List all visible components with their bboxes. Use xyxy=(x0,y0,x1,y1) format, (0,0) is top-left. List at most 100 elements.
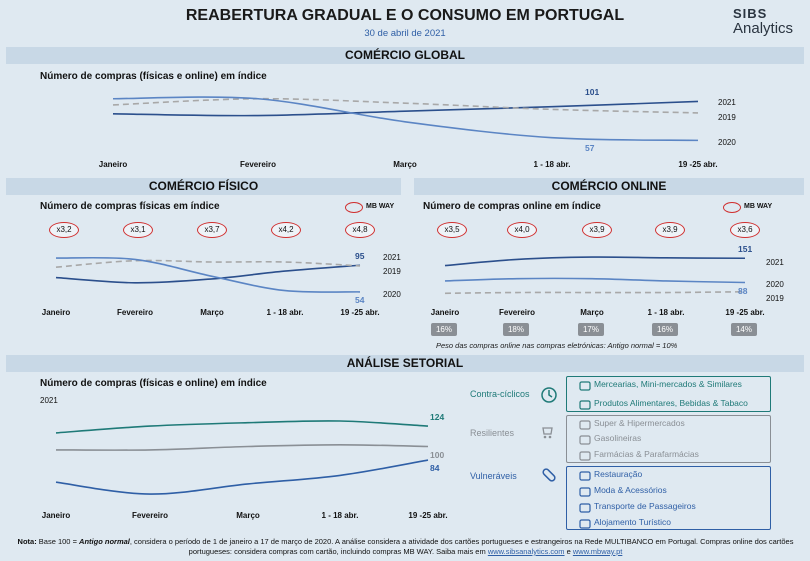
legend-online-2020: 2020 xyxy=(766,280,784,289)
x-tick-label: Março xyxy=(236,511,260,520)
setorial-year: 2021 xyxy=(40,396,58,405)
series-line-2020 xyxy=(444,277,746,284)
section-setorial-header: ANÁLISE SETORIAL xyxy=(6,355,804,372)
sector-item-icon xyxy=(579,451,591,461)
fisico-subtitle: Número de compras físicas em índice xyxy=(40,201,220,212)
data-label: 84 xyxy=(430,463,440,474)
series-line-2021 xyxy=(112,100,699,117)
x-tick-label: 19 -25 abr. xyxy=(340,308,380,317)
mbway-marker xyxy=(345,202,363,213)
x-tick-label: Janeiro xyxy=(41,308,71,317)
sector-item: Super & Hipermercados xyxy=(594,418,685,428)
sector-item: Restauração xyxy=(594,469,643,479)
online-share-badge: 18% xyxy=(503,323,529,336)
series-line-2020 xyxy=(55,256,361,293)
report-date: 30 de abril de 2021 xyxy=(364,28,446,39)
series-line-resilientes xyxy=(55,443,429,451)
sector-item: Farmácias & Parafarmácias xyxy=(594,449,699,459)
x-tick-label: Janeiro xyxy=(98,160,128,169)
x-tick-label: 19 -25 abr. xyxy=(408,511,448,520)
online-share-badge: 17% xyxy=(578,323,604,336)
counter-cyclical-box xyxy=(566,376,771,412)
data-label: 54 xyxy=(355,294,365,305)
x-tick-label: 1 - 18 abr. xyxy=(647,308,685,317)
legend-online-2019: 2019 xyxy=(766,294,784,303)
bandage-icon xyxy=(542,468,556,482)
resilient-box xyxy=(566,415,771,463)
series-line-2021 xyxy=(444,256,746,267)
counter-cyclical-label: Contra-cíclicos xyxy=(470,389,530,399)
note-lead: Nota: xyxy=(17,537,37,546)
sector-item-icon xyxy=(579,435,591,445)
logo-sibs: SIBS xyxy=(733,6,768,21)
section-global-header: COMÉRCIO GLOBAL xyxy=(6,47,804,64)
sector-item: Produtos Alimentares, Bebidas & Tabaco xyxy=(594,398,748,408)
series-line-contra-c-clicos xyxy=(55,420,429,434)
note-text1: Base 100 = xyxy=(36,537,80,546)
data-label: 100 xyxy=(430,449,445,460)
legend-2020: 2020 xyxy=(718,138,736,147)
sector-item-icon xyxy=(579,400,591,410)
x-tick-label: Janeiro xyxy=(430,308,460,317)
note-text2: , considera o período de 1 de janeiro a … xyxy=(129,537,794,556)
sector-item-icon xyxy=(579,487,591,497)
logo-analytics: Analytics xyxy=(733,20,794,37)
sibs-link[interactable]: www.sibsanalytics.com xyxy=(487,547,565,556)
sector-item: Alojamento Turístico xyxy=(594,517,672,527)
x-tick-label: 19 -25 abr. xyxy=(678,160,718,169)
legend-fisico-2019: 2019 xyxy=(383,267,401,276)
sector-item: Gasolineiras xyxy=(594,433,642,443)
x-tick-label: 1 - 18 abr. xyxy=(321,511,359,520)
section-fisico-header: COMÉRCIO FÍSICO xyxy=(6,178,401,195)
data-label: 95 xyxy=(355,251,365,262)
mbway-marker-online xyxy=(723,202,741,213)
sector-item-icon xyxy=(579,471,591,481)
setorial-subtitle: Número de compras (físicas e online) em … xyxy=(40,378,267,389)
clock-icon xyxy=(541,387,557,403)
series-line-2020 xyxy=(112,96,699,142)
sector-item-icon xyxy=(579,519,591,529)
global-chart xyxy=(112,96,699,142)
multiplier-badge: x4,2 xyxy=(271,222,301,238)
fisico-chart xyxy=(55,256,361,293)
multiplier-badge: x3,6 xyxy=(730,222,760,238)
multiplier-badge: x3,7 xyxy=(197,222,227,238)
online-chart xyxy=(444,256,746,295)
mbway-logo: MB WAY xyxy=(366,203,395,210)
series-line-2021 xyxy=(55,264,361,284)
x-tick-label: Fevereiro xyxy=(239,160,277,169)
online-share-badge: 16% xyxy=(431,323,457,336)
data-label: 101 xyxy=(585,87,600,98)
online-subtitle: Número de compras online em índice xyxy=(423,201,601,212)
sector-item-icon xyxy=(579,420,591,430)
data-label: 124 xyxy=(430,412,445,423)
note-and: e xyxy=(564,547,573,556)
sector-item-icon xyxy=(579,503,591,513)
x-tick-label: Março xyxy=(393,160,417,169)
legend-fisico-2020: 2020 xyxy=(383,290,401,299)
x-tick-label: 1 - 18 abr. xyxy=(533,160,571,169)
sector-item: Mercearias, Mini-mercados & Similares xyxy=(594,379,742,389)
vulnerable-box xyxy=(566,466,771,530)
online-share-note: Peso das compras online nas compras elet… xyxy=(436,341,678,350)
multiplier-badge: x3,5 xyxy=(437,222,467,238)
series-line-vulner-veis xyxy=(55,459,429,495)
page-title: REABERTURA GRADUAL E O CONSUMO EM PORTUG… xyxy=(185,7,625,24)
mbway-logo-online: MB WAY xyxy=(744,203,773,210)
shield-cart-icon xyxy=(542,427,553,439)
online-share-badge: 14% xyxy=(731,323,757,336)
data-label: 57 xyxy=(585,143,595,154)
multiplier-badge: x3,9 xyxy=(582,222,612,238)
footnote: Nota: Base 100 = Antigo normal, consider… xyxy=(8,537,803,557)
x-tick-label: Março xyxy=(200,308,224,317)
x-tick-label: Fevereiro xyxy=(131,511,169,520)
legend-online-2021: 2021 xyxy=(766,258,784,267)
sector-item: Transporte de Passageiros xyxy=(594,501,696,511)
setorial-chart xyxy=(55,420,429,495)
mbway-link[interactable]: www.mbway.pt xyxy=(572,547,623,556)
multiplier-badge: x3,9 xyxy=(655,222,685,238)
multiplier-badge: x4,8 xyxy=(345,222,375,238)
legend-2021: 2021 xyxy=(718,98,736,107)
note-italic: Antigo normal xyxy=(79,537,130,546)
section-online-header: COMÉRCIO ONLINE xyxy=(414,178,804,195)
